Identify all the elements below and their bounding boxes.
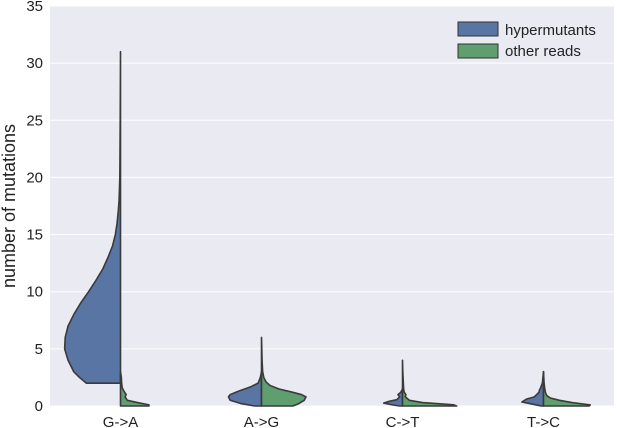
legend: hypermutants other reads bbox=[457, 21, 596, 60]
violin-half-other-reads-3 bbox=[401, 359, 458, 407]
x-tick-label-4: T->C bbox=[527, 414, 560, 428]
y-tick-label: 0 bbox=[35, 398, 43, 415]
y-tick-label: 25 bbox=[26, 112, 43, 129]
legend-label-other-reads: other reads bbox=[505, 43, 581, 60]
y-tick-labels: 0 5 10 15 20 25 30 35 bbox=[26, 0, 43, 415]
legend-swatch-other-reads bbox=[457, 43, 499, 59]
legend-label-hypermutants: hypermutants bbox=[505, 22, 596, 39]
violin-half-hypermutants-1 bbox=[63, 50, 122, 384]
y-tick-label: 20 bbox=[26, 169, 43, 186]
y-tick-label: 15 bbox=[26, 227, 43, 244]
x-tick-label-3: C->T bbox=[386, 414, 420, 428]
violin-half-hypermutants-3 bbox=[382, 388, 404, 407]
x-tick-label-1: G->A bbox=[103, 414, 138, 428]
y-axis-label: number of mutations bbox=[0, 124, 19, 288]
x-tick-labels: G->A A->G C->T T->C bbox=[103, 414, 560, 428]
violin-half-hypermutants-2 bbox=[227, 370, 263, 407]
y-tick-label: 35 bbox=[26, 0, 43, 15]
x-tick-label-2: A->G bbox=[244, 414, 279, 428]
plot-background bbox=[50, 6, 614, 406]
violin-half-other-reads-4 bbox=[542, 370, 592, 407]
y-tick-label: 5 bbox=[35, 341, 43, 358]
legend-swatch-hypermutants bbox=[457, 21, 499, 37]
violin-half-other-reads-1 bbox=[119, 370, 150, 407]
violins bbox=[63, 50, 592, 407]
grid-lines bbox=[50, 5, 614, 407]
y-tick-label: 30 bbox=[26, 55, 43, 72]
violin-half-other-reads-2 bbox=[260, 336, 307, 407]
y-tick-label: 10 bbox=[26, 284, 43, 301]
